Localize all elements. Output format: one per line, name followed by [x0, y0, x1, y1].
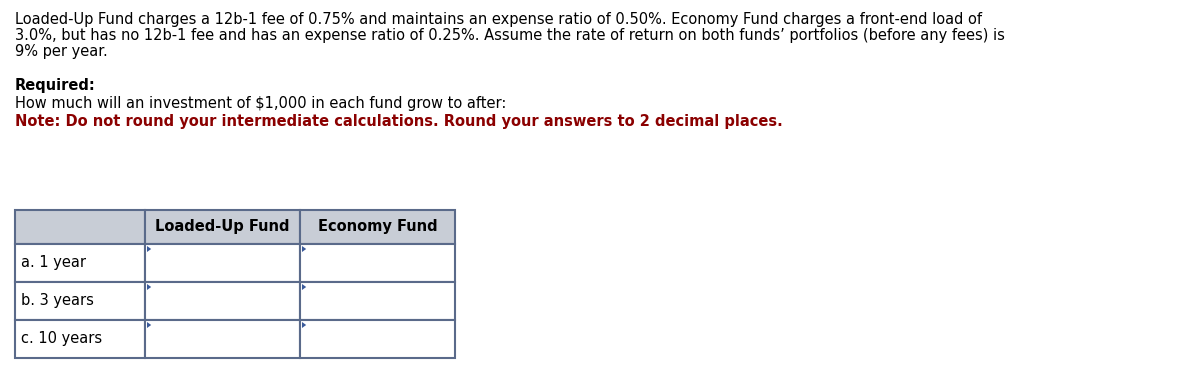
Text: 3.0%, but has no 12b-1 fee and has an expense ratio of 0.25%. Assume the rate of: 3.0%, but has no 12b-1 fee and has an ex… [14, 28, 1004, 43]
Bar [145, 244, 300, 282]
Bar [145, 210, 300, 244]
Bar [14, 282, 145, 320]
Bar [300, 244, 455, 282]
Bar [14, 210, 145, 244]
Bar [14, 320, 145, 358]
Text: Economy Fund: Economy Fund [318, 220, 437, 234]
Polygon shape [148, 322, 151, 328]
Bar [14, 244, 145, 282]
Text: Loaded-Up Fund: Loaded-Up Fund [155, 220, 289, 234]
Bar [300, 282, 455, 320]
Polygon shape [302, 322, 306, 328]
Polygon shape [148, 246, 151, 252]
Polygon shape [302, 284, 306, 290]
Text: a. 1 year: a. 1 year [22, 256, 86, 271]
Text: Loaded-Up Fund charges a 12b-1 fee of 0.75% and maintains an expense ratio of 0.: Loaded-Up Fund charges a 12b-1 fee of 0.… [14, 12, 982, 27]
Text: Note: Do not round your intermediate calculations. Round your answers to 2 decim: Note: Do not round your intermediate cal… [14, 114, 782, 129]
Bar [300, 210, 455, 244]
Text: 9% per year.: 9% per year. [14, 44, 108, 59]
Polygon shape [302, 246, 306, 252]
Text: c. 10 years: c. 10 years [22, 332, 102, 347]
Text: b. 3 years: b. 3 years [22, 293, 94, 308]
Polygon shape [148, 284, 151, 290]
Bar [145, 320, 300, 358]
Text: How much will an investment of $1,000 in each fund grow to after:: How much will an investment of $1,000 in… [14, 96, 506, 111]
Bar [300, 320, 455, 358]
Bar [145, 282, 300, 320]
Text: Required:: Required: [14, 78, 96, 93]
